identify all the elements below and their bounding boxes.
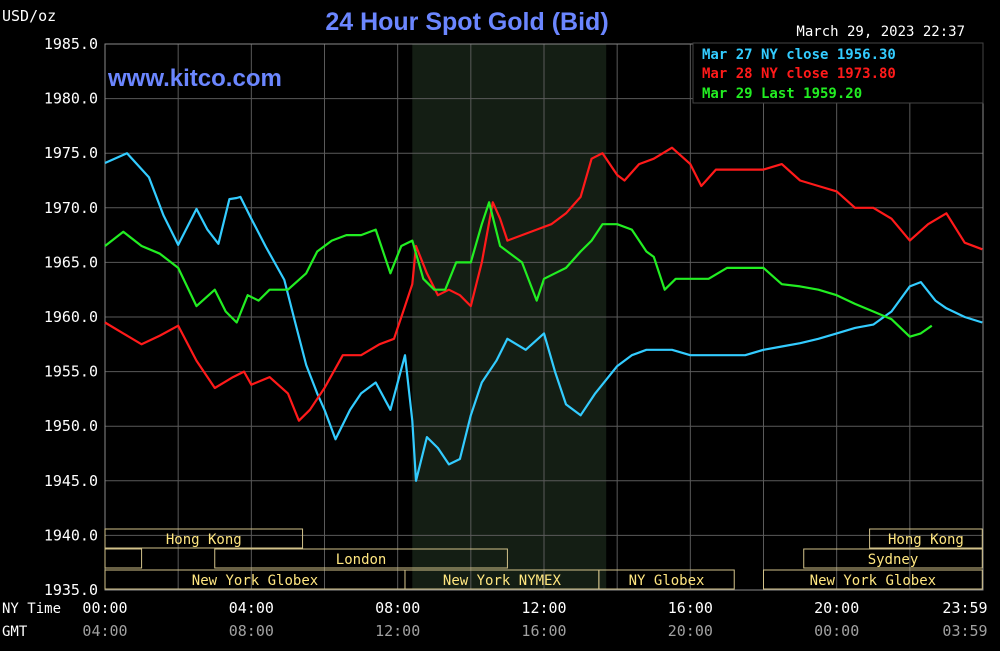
x-tick-0-1: 04:00 <box>229 599 274 617</box>
session-box-6 <box>869 528 983 549</box>
y-tick-label-7: 1950.0 <box>44 417 98 435</box>
y-tick-label-6: 1955.0 <box>44 363 98 381</box>
x-tick-1-2: 12:00 <box>375 622 420 640</box>
legend-entry-3: Mar 29 Last 1959.20 <box>702 86 862 102</box>
legend-entry-1: Mar 27 NY close 1956.30 <box>702 47 896 63</box>
legend-entry-2: Mar 28 NY close 1973.80 <box>702 66 896 82</box>
market-sessions: Hong Kong London New York Globex New York N… <box>104 528 983 590</box>
y-tick-label-3: 1970.0 <box>44 199 98 217</box>
session-box-7 <box>803 548 983 569</box>
website-watermark: www.kitco.com <box>107 65 282 92</box>
unit-label: USD/oz <box>2 7 56 25</box>
x-tick-0-0: 00:00 <box>82 599 127 617</box>
legend-box <box>692 42 984 104</box>
x-tick-0-2: 08:00 <box>375 599 420 617</box>
session-label-7: Sydney <box>868 552 919 568</box>
y-tick-label-9: 1940.0 <box>44 526 98 544</box>
x-tick-1-0: 04:00 <box>82 622 127 640</box>
y-tick-label-0: 1985.0 <box>44 35 98 53</box>
x-axis-row-label-1: GMT <box>2 624 28 640</box>
session-box-2 <box>214 548 508 569</box>
session-box-1 <box>104 548 143 569</box>
legend: Mar 27 NY close 1956.30 Mar 28 NY close … <box>692 42 984 104</box>
y-tick-label-8: 1945.0 <box>44 472 98 490</box>
plot-border <box>104 43 984 591</box>
x-tick-1-1: 08:00 <box>229 622 274 640</box>
series-line-1 <box>104 152 983 482</box>
x-tick-0-4: 16:00 <box>668 599 713 617</box>
session-box-8 <box>763 569 983 590</box>
session-label-2: London <box>336 552 387 568</box>
session-label-3: New York Globex <box>192 573 318 589</box>
session-label-0: Hong Kong <box>166 532 242 548</box>
series-line-2 <box>104 146 983 422</box>
chart-timestamp: March 29, 2023 22:37 <box>796 24 965 40</box>
y-tick-label-2: 1975.0 <box>44 144 98 162</box>
x-tick-0-6: 23:59 <box>942 599 987 617</box>
y-axis-ticks: 1985.0 1980.0 1975.0 1970.0 1965.0 1960.0 1955… <box>44 35 98 599</box>
x-axis-row-label-0: NY Time <box>2 601 61 617</box>
plot-frame <box>104 43 984 591</box>
x-tick-1-3: 16:00 <box>521 622 566 640</box>
price-series <box>104 146 983 482</box>
x-tick-1-4: 20:00 <box>668 622 713 640</box>
session-box-5 <box>598 569 735 590</box>
session-label-4: New York NYMEX <box>443 573 562 589</box>
x-tick-0-3: 12:00 <box>521 599 566 617</box>
y-tick-label-5: 1960.0 <box>44 308 98 326</box>
chart-title: 24 Hour Spot Gold (Bid) <box>325 8 608 36</box>
x-axis-ticks: NY Time 00:00 04:00 08:00 12:00 16:00 20:00 23:… <box>2 599 988 640</box>
x-tick-1-6: 03:59 <box>942 622 987 640</box>
x-tick-1-5: 00:00 <box>814 622 859 640</box>
y-tick-label-4: 1965.0 <box>44 253 98 271</box>
x-tick-0-5: 20:00 <box>814 599 859 617</box>
series-line-3 <box>104 201 933 338</box>
session-box-0 <box>104 528 304 549</box>
session-label-5: NY Globex <box>629 573 705 589</box>
session-label-6: Hong Kong <box>888 532 964 548</box>
session-label-8: New York Globex <box>810 573 936 589</box>
y-tick-label-10: 1935.0 <box>44 581 98 599</box>
y-tick-label-1: 1980.0 <box>44 90 98 108</box>
